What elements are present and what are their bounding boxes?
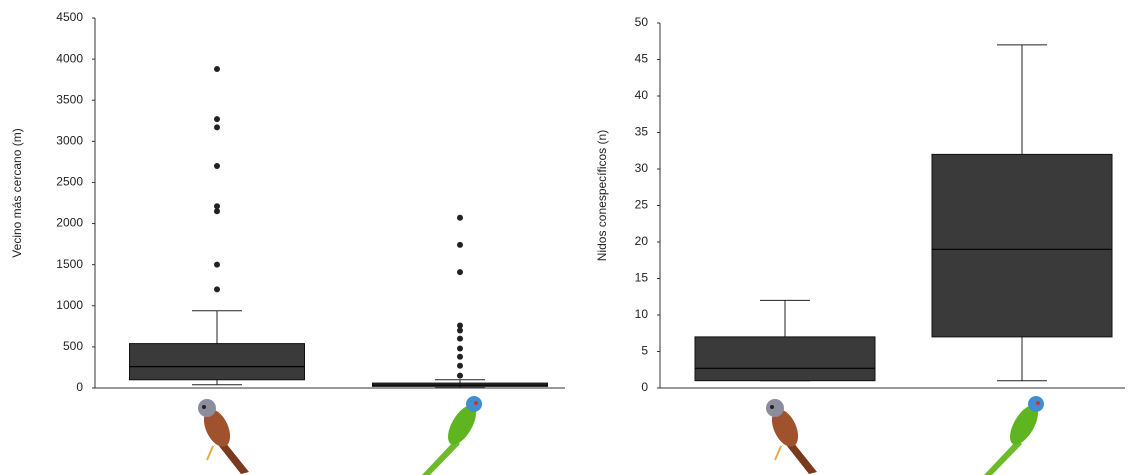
- outlier: [457, 346, 463, 352]
- y-tick-label: 0: [76, 380, 83, 394]
- bird-eye: [202, 405, 206, 409]
- figure: Vecino más cercano (m)050010001500200025…: [0, 0, 1139, 475]
- bird-tail: [422, 440, 460, 475]
- outlier: [457, 323, 463, 329]
- bird-icon: [422, 396, 482, 475]
- outlier: [457, 215, 463, 221]
- outlier: [214, 203, 220, 209]
- bird-head: [766, 399, 784, 417]
- outlier: [214, 286, 220, 292]
- y-tick-label: 5: [641, 344, 648, 358]
- y-tick-label: 1000: [56, 298, 83, 312]
- y-tick-label: 2500: [56, 175, 83, 189]
- outlier: [214, 262, 220, 268]
- outlier: [457, 336, 463, 342]
- y-axis-label: Vecino más cercano (m): [10, 128, 24, 257]
- y-tick-label: 25: [635, 198, 649, 212]
- bird-icon: [766, 399, 817, 474]
- outlier: [457, 373, 463, 379]
- y-tick-label: 500: [63, 339, 83, 353]
- y-tick-label: 15: [635, 271, 649, 285]
- y-tick-label: 4500: [56, 10, 83, 24]
- y-tick-label: 1500: [56, 257, 83, 271]
- outlier: [457, 242, 463, 248]
- outlier: [457, 363, 463, 369]
- y-tick-label: 3500: [56, 92, 83, 106]
- bird-tail: [984, 440, 1022, 475]
- bird-eye: [474, 401, 478, 405]
- bird-leg: [207, 446, 213, 460]
- y-tick-label: 20: [635, 234, 649, 248]
- bird-tail: [787, 442, 817, 474]
- box: [695, 337, 875, 381]
- outlier: [214, 124, 220, 130]
- y-tick-label: 30: [635, 161, 649, 175]
- box: [130, 344, 305, 380]
- y-tick-label: 3000: [56, 134, 83, 148]
- bird-eye: [1036, 401, 1040, 405]
- box: [932, 154, 1112, 337]
- bird-tail: [219, 442, 249, 474]
- outlier: [457, 354, 463, 360]
- outlier: [214, 66, 220, 72]
- bird-head: [198, 399, 216, 417]
- bird-eye: [770, 405, 774, 409]
- bird-head: [1028, 396, 1044, 412]
- outlier: [214, 163, 220, 169]
- y-tick-label: 45: [635, 52, 649, 66]
- bird-icon: [984, 396, 1044, 475]
- y-tick-label: 4000: [56, 51, 83, 65]
- y-tick-label: 50: [635, 15, 649, 29]
- y-tick-label: 2000: [56, 216, 83, 230]
- outlier: [457, 269, 463, 275]
- y-tick-label: 40: [635, 88, 649, 102]
- y-tick-label: 10: [635, 307, 649, 321]
- bird-leg: [775, 446, 781, 460]
- y-axis-label: Nidos conespecíficos (n): [595, 130, 609, 261]
- outlier: [214, 116, 220, 122]
- bird-head: [466, 396, 482, 412]
- bird-icon: [198, 399, 249, 474]
- y-tick-label: 0: [641, 380, 648, 394]
- y-tick-label: 35: [635, 125, 649, 139]
